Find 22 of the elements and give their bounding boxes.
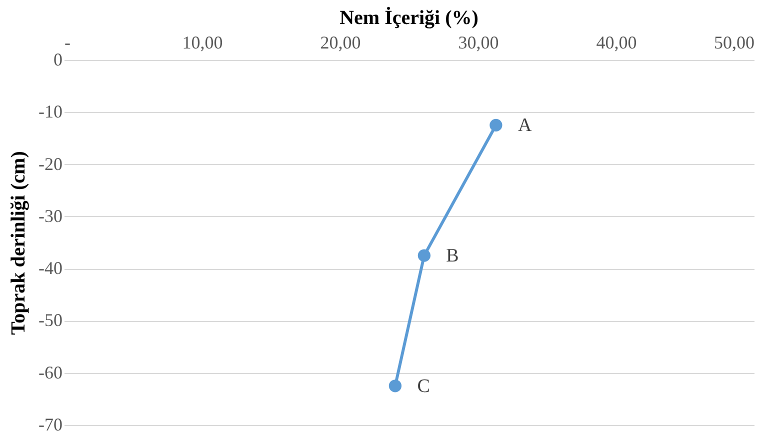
x-tick-label: 40,00 [596,32,637,52]
y-tick-label: -10 [38,102,62,122]
chart-title: Nem İçeriği (%) [340,6,478,29]
y-tick-label: -60 [38,362,62,382]
x-tick-label: 30,00 [458,32,499,52]
x-tick-label: - [64,32,70,52]
x-tick-label: 50,00 [714,32,754,52]
annotation: C [417,376,430,397]
y-tick-label: -40 [38,258,62,278]
x-tick-label: 10,00 [182,32,223,52]
y-tick-label: -30 [38,206,62,226]
y-tick-label: -70 [38,414,62,434]
y-tick-label: -20 [38,154,62,174]
y-tick-label: 0 [54,50,62,70]
point [418,249,431,262]
point [490,118,502,132]
y-tick-label: -50 [38,310,62,330]
point [388,380,402,392]
annotation: A [518,115,532,136]
annotation: B [446,246,459,267]
y-axis-title: Toprak derinliği (cm) [8,151,30,335]
x-tick-label: 20,00 [320,32,361,52]
